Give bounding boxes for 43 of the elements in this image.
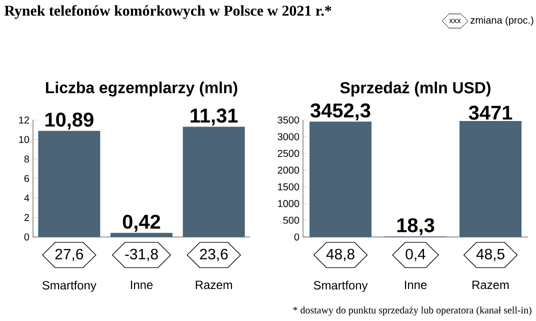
y-tick-label: 12 [19,116,29,124]
x-tick-label: Inne [130,280,153,290]
y-tick-label: 3500 [278,116,300,124]
y-tick-label: 6 [24,174,30,182]
data-label: 3452,3 [310,103,370,120]
y-tick-label: 2 [24,214,29,221]
y-tick-label: 0 [294,233,300,241]
y-tick-label: 8 [24,155,30,163]
chart-title: Sprzedaż (mln USD) [340,82,490,97]
y-tick-label: 0 [24,233,30,241]
y-tick-label: 1000 [278,200,300,208]
bar [38,130,100,237]
x-tick-label: Smartfony [42,280,96,292]
bar [310,122,372,237]
x-tick-label: Inne [404,280,427,290]
x-tick-label: Razem [196,280,232,290]
bar [110,232,173,237]
chart-title: Liczba egzemplarzy (mln) [46,82,238,96]
y-tick-label: 3000 [278,133,300,140]
data-label: 18,3 [397,218,434,236]
text: Rynek telefonów komórkowych w Polsce w 2021 r.* [4,5,332,19]
y-tick-label: 500 [283,216,300,224]
text: 23,6 [200,248,228,262]
y-tick-label: 4 [24,194,30,202]
data-label: 11,31 [190,108,238,126]
bar [182,126,245,237]
x-tick-label: Smartfony [314,280,368,292]
data-label: 3471 [468,106,512,120]
data-label: 10,89 [45,112,94,130]
text: zmiana (proc.) [470,16,534,26]
y-tick-label: 10 [19,136,30,144]
text: 48,5 [476,248,504,262]
text: -31,8 [125,248,158,262]
text: 48,8 [326,248,354,262]
bar [460,120,522,237]
y-tick-label: 1500 [278,183,300,190]
text: * dostawy do punktu sprzedaży lub operatora (kanał sell-in) [293,306,532,316]
x-tick-label: Razem [472,280,509,290]
y-tick-label: 2500 [278,150,300,157]
text: 27,6 [55,248,84,262]
y-tick-label: 2000 [278,166,300,174]
data-label: 0,42 [122,214,160,232]
text: 0,4 [406,248,426,262]
